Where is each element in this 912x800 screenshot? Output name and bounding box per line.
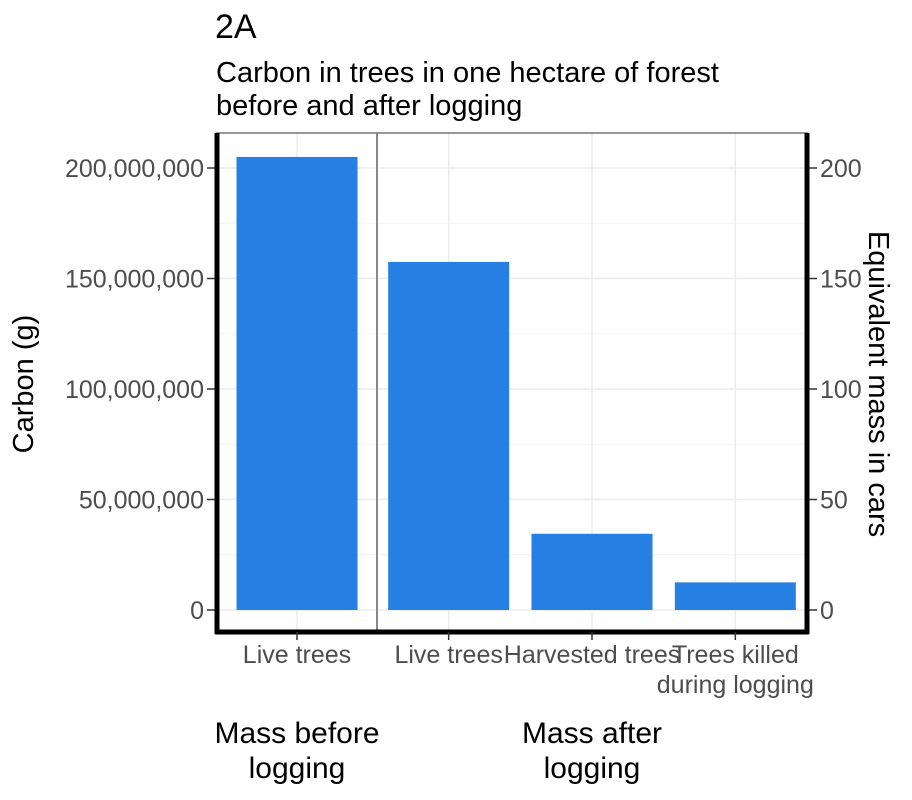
y-tick-label: 150,000,000 <box>65 266 204 294</box>
panel-label: Mass after <box>522 717 662 750</box>
x-tick-label: Live trees <box>243 641 351 669</box>
x-tick-label: Live trees <box>394 641 502 669</box>
y-axis-title: Carbon (g) <box>8 315 40 454</box>
y2-tick-label: 150 <box>820 266 862 294</box>
panel-label: logging <box>544 752 641 785</box>
chart-subtitle-line-1: Carbon in trees in one hectare of forest <box>216 57 719 89</box>
panel-label: logging <box>249 752 346 785</box>
y2-tick-label: 50 <box>820 487 848 515</box>
bar <box>236 156 358 610</box>
bar <box>388 261 510 610</box>
bars <box>236 156 796 610</box>
y-tick-label: 50,000,000 <box>79 487 204 515</box>
y-tick-label: 100,000,000 <box>65 376 204 404</box>
y-tick-label: 0 <box>190 597 204 625</box>
y2-axis-title: Equivalent mass in cars <box>862 231 894 537</box>
bar <box>531 533 653 610</box>
bar <box>674 582 796 610</box>
y2-tick-label: 0 <box>820 597 834 625</box>
chart-title: 2A <box>215 8 257 46</box>
y2-tick-label: 200 <box>820 155 862 183</box>
y-tick-label: 200,000,000 <box>65 155 204 183</box>
x-tick-label: Harvested trees <box>504 641 680 669</box>
x-tick-label: during logging <box>657 671 814 699</box>
x-tick-label: Trees killed <box>672 641 799 669</box>
y2-tick-label: 100 <box>820 376 862 404</box>
chart-subtitle-line-2: before and after logging <box>216 90 522 122</box>
panel-label: Mass before <box>214 717 379 750</box>
ticks: Live trees Live trees Harvested treesTrees… <box>65 155 862 699</box>
